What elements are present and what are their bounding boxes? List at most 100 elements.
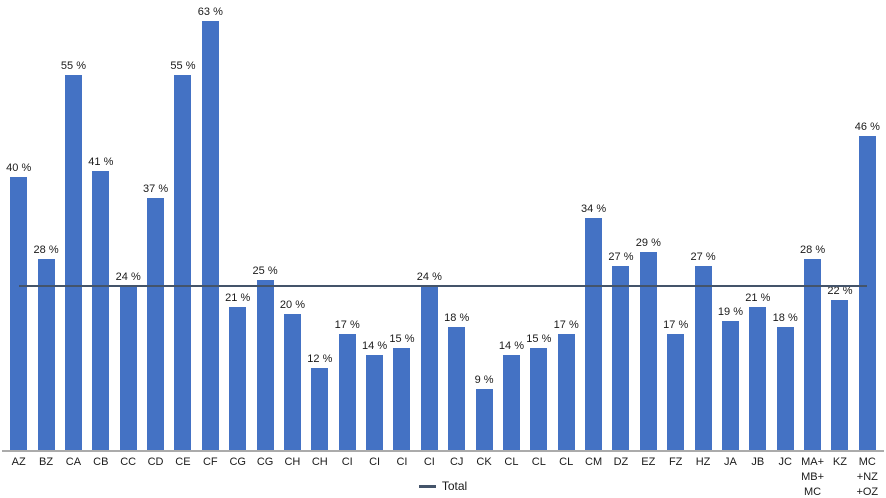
- category-label: CI: [369, 456, 381, 468]
- bar-cell: 21 %: [744, 0, 771, 450]
- bar-value-label: 24 %: [416, 271, 442, 284]
- bar-value-label: 63 %: [197, 5, 223, 18]
- bar: [776, 327, 794, 450]
- bar-cell: 17 %: [553, 0, 580, 450]
- bar-value-label: 18 %: [772, 312, 798, 325]
- bar-value-label: 40 %: [6, 162, 32, 175]
- legend: Total: [0, 477, 886, 495]
- bar: [831, 300, 849, 450]
- bar: [393, 347, 411, 450]
- bar: [201, 20, 219, 450]
- bar-value-label: 55 %: [170, 60, 196, 72]
- category-label: DZ: [613, 456, 629, 468]
- category-label: CI: [396, 456, 408, 468]
- category-label: CI: [341, 456, 353, 468]
- plot-area: 40 % 28 % 55 % 41 % 24 % 37 % 55 % 63 % 21 % 25 %…: [5, 0, 881, 450]
- bar-cell: 28 %: [799, 0, 826, 450]
- bar-cell: 24 %: [416, 0, 443, 450]
- bar: [10, 177, 28, 450]
- legend-label: Total: [441, 479, 468, 493]
- category-label: JC: [778, 456, 792, 468]
- bar: [256, 279, 274, 450]
- bar-cell: 27 %: [607, 0, 634, 450]
- bar: [639, 252, 657, 450]
- bar-value-label: 41 %: [88, 155, 114, 168]
- bar: [667, 334, 685, 450]
- category-label: JB: [751, 456, 765, 468]
- bar-cell: 14 %: [498, 0, 525, 450]
- bar: [721, 320, 739, 450]
- bar-cell: 18 %: [772, 0, 799, 450]
- category-label: CL: [531, 456, 546, 468]
- bar: [311, 368, 329, 450]
- bar-cell: 21 %: [224, 0, 251, 450]
- bar-cell: 20 %: [279, 0, 306, 450]
- bar-value-label: 14 %: [362, 339, 388, 352]
- bar-value-label: 12 %: [307, 353, 333, 366]
- category-label: AZ: [11, 456, 26, 468]
- bar: [147, 197, 165, 450]
- bar-value-label: 27 %: [690, 250, 716, 263]
- bar-cell: 17 %: [662, 0, 689, 450]
- category-label: CH: [284, 456, 301, 468]
- bar: [530, 347, 548, 450]
- category-label: MA+ MB+ MC: [801, 456, 825, 498]
- bar-value-label: 29 %: [635, 237, 661, 250]
- bar-cell: 12 %: [306, 0, 333, 450]
- bar: [174, 75, 192, 450]
- bar-value-label: 21 %: [225, 291, 251, 304]
- category-label: CH: [311, 456, 328, 468]
- x-axis-line: [2, 450, 884, 452]
- category-label: CG: [229, 456, 246, 468]
- category-axis-labels: AZ BZ CA CB CC CD CE CF CG CG CH CH CI CI CI CI CJ CK CL CL…: [5, 455, 881, 498]
- category-label: CJ: [449, 456, 464, 468]
- bar: [37, 259, 55, 450]
- bar-cell: 40 %: [5, 0, 32, 450]
- category-label: CC: [120, 456, 137, 468]
- category-label: KZ: [832, 456, 847, 468]
- bar-value-label: 9 %: [474, 373, 494, 386]
- category-label: CI: [423, 456, 435, 468]
- category-label: CA: [65, 456, 82, 468]
- category-label: JA: [724, 456, 737, 468]
- bars-container: 40 % 28 % 55 % 41 % 24 % 37 % 55 % 63 % 21 % 25 %…: [5, 0, 881, 450]
- bar-value-label: 20 %: [279, 298, 305, 311]
- bar-cell: 34 %: [580, 0, 607, 450]
- bar-value-label: 18 %: [444, 312, 470, 325]
- bar-value-label: 19 %: [717, 305, 743, 318]
- category-label: CG: [256, 456, 274, 468]
- bar-cell: 29 %: [635, 0, 662, 450]
- bar-value-label: 27 %: [608, 250, 634, 263]
- category-label: BZ: [39, 456, 54, 468]
- bar: [420, 286, 438, 450]
- bar: [366, 354, 384, 450]
- bar-cell: 17 %: [334, 0, 361, 450]
- category-label: MC +NZ +OZ: [856, 456, 879, 498]
- bar-value-label: 46 %: [854, 121, 880, 134]
- bar-value-label: 14 %: [498, 339, 524, 352]
- bar: [475, 388, 493, 450]
- bar: [92, 170, 110, 450]
- bar: [229, 306, 247, 450]
- bar-cell: 28 %: [32, 0, 59, 450]
- category-label: HZ: [695, 456, 711, 468]
- bar-cell: 18 %: [443, 0, 470, 450]
- bar-cell: 15 %: [388, 0, 415, 450]
- bar: [283, 313, 301, 450]
- bar-cell: 15 %: [525, 0, 552, 450]
- category-label: CD: [147, 456, 164, 468]
- bar: [448, 327, 466, 450]
- category-label: CL: [504, 456, 519, 468]
- bar: [804, 259, 822, 450]
- bar-value-label: 34 %: [581, 203, 607, 216]
- category-label: FZ: [668, 456, 683, 468]
- bar-value-label: 15 %: [526, 332, 552, 345]
- bar: [749, 306, 767, 450]
- total-reference-line: [18, 285, 868, 288]
- bar-value-label: 22 %: [827, 285, 853, 297]
- bar-value-label: 28 %: [33, 244, 59, 257]
- bar-value-label: 15 %: [389, 332, 415, 345]
- bar-value-label: 25 %: [252, 264, 278, 277]
- bar: [338, 334, 356, 450]
